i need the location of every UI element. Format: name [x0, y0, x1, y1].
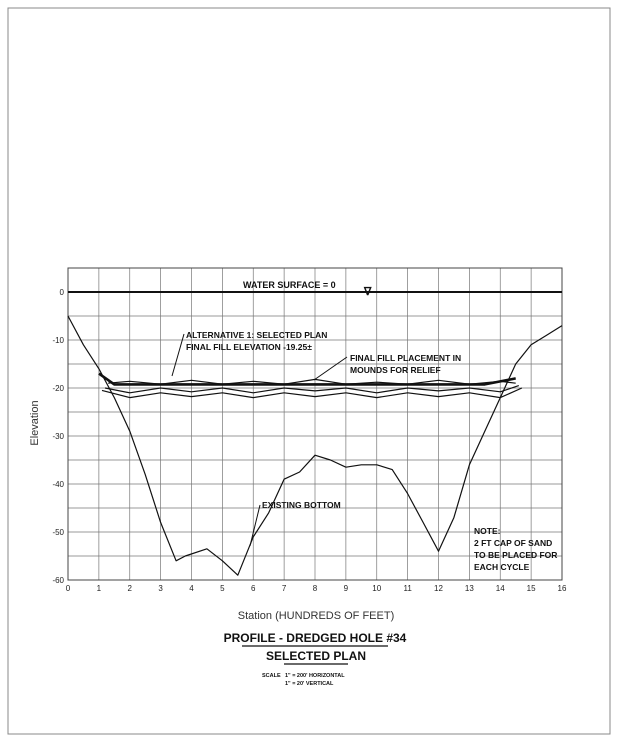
y-tick-label: -60 [52, 576, 64, 585]
y-tick-label: -10 [52, 336, 64, 345]
x-tick-label: 3 [158, 584, 163, 593]
alternative-label-line-2: FINAL FILL ELEVATION -19.25± [186, 342, 312, 352]
mounds-label-line-1: FINAL FILL PLACEMENT IN [350, 353, 461, 363]
water-surface-label: WATER SURFACE = 0 [243, 280, 336, 290]
y-tick-label: -20 [52, 384, 64, 393]
x-tick-label: 13 [465, 584, 474, 593]
y-tick-label: -50 [52, 528, 64, 537]
fill-elevation-line [98, 372, 516, 386]
series [67, 291, 563, 576]
x-tick-label: 14 [496, 584, 505, 593]
axes: 0 1 2 3 4 5 6 7 8 9 10 11 12 13 14 15 160-10-20-30-40-50… [52, 267, 567, 593]
scale-vertical: 1" = 20' VERTICAL [285, 681, 334, 687]
plot-frame [67, 267, 563, 581]
x-tick-label: 0 [66, 584, 71, 593]
x-tick-label: 11 [403, 584, 412, 593]
x-tick-label: 12 [434, 584, 443, 593]
x-tick-label: 6 [251, 584, 256, 593]
x-tick-label: 10 [372, 584, 381, 593]
mounds-label-line-2: MOUNDS FOR RELIEF [350, 365, 441, 375]
x-tick-label: 16 [558, 584, 567, 593]
water-surface-symbol: ∇ [363, 286, 372, 298]
x-axis-title: Station (HUNDREDS OF FEET) [238, 610, 394, 622]
existing-bottom-line [67, 315, 563, 576]
page-border [7, 7, 611, 735]
scale-label: SCALE [262, 673, 281, 679]
x-tick-label: 5 [220, 584, 225, 593]
y-tick-label: 0 [60, 288, 65, 297]
mound-base-line [101, 387, 523, 399]
x-tick-label: 8 [313, 584, 318, 593]
profile-title: PROFILE - DREDGED HOLE #34 [224, 631, 407, 645]
note-line-3: TO BE PLACED FOR [474, 550, 557, 560]
existing-bottom-label: EXISTING BOTTOM [262, 500, 341, 510]
profile-subtitle: SELECTED PLAN [266, 649, 366, 663]
scale-horizontal: 1" = 200' HORIZONTAL [285, 673, 345, 679]
x-tick-label: 4 [189, 584, 194, 593]
y-axis-title: Elevation [29, 400, 41, 445]
mound-mid-line [104, 385, 519, 394]
x-tick-label: 7 [282, 584, 287, 593]
note-line-4: EACH CYCLE [474, 562, 530, 572]
alternative-leader [171, 333, 185, 377]
x-tick-label: 9 [344, 584, 349, 593]
alternative-label-line-1: ALTERNATIVE 1: SELECTED PLAN [186, 330, 327, 340]
note-line-1: NOTE: [474, 526, 501, 536]
y-tick-label: -40 [52, 480, 64, 489]
annotations: WATER SURFACE = 0 ∇ ALTERNATIVE 1: SELEC… [171, 280, 557, 572]
x-tick-label: 15 [527, 584, 536, 593]
x-tick-label: 2 [128, 584, 133, 593]
mounds-leader [313, 356, 348, 381]
note-line-2: 2 FT CAP OF SAND [474, 538, 552, 548]
y-tick-label: -30 [52, 432, 64, 441]
x-tick-label: 1 [97, 584, 102, 593]
existing-bottom-leader [249, 504, 261, 547]
